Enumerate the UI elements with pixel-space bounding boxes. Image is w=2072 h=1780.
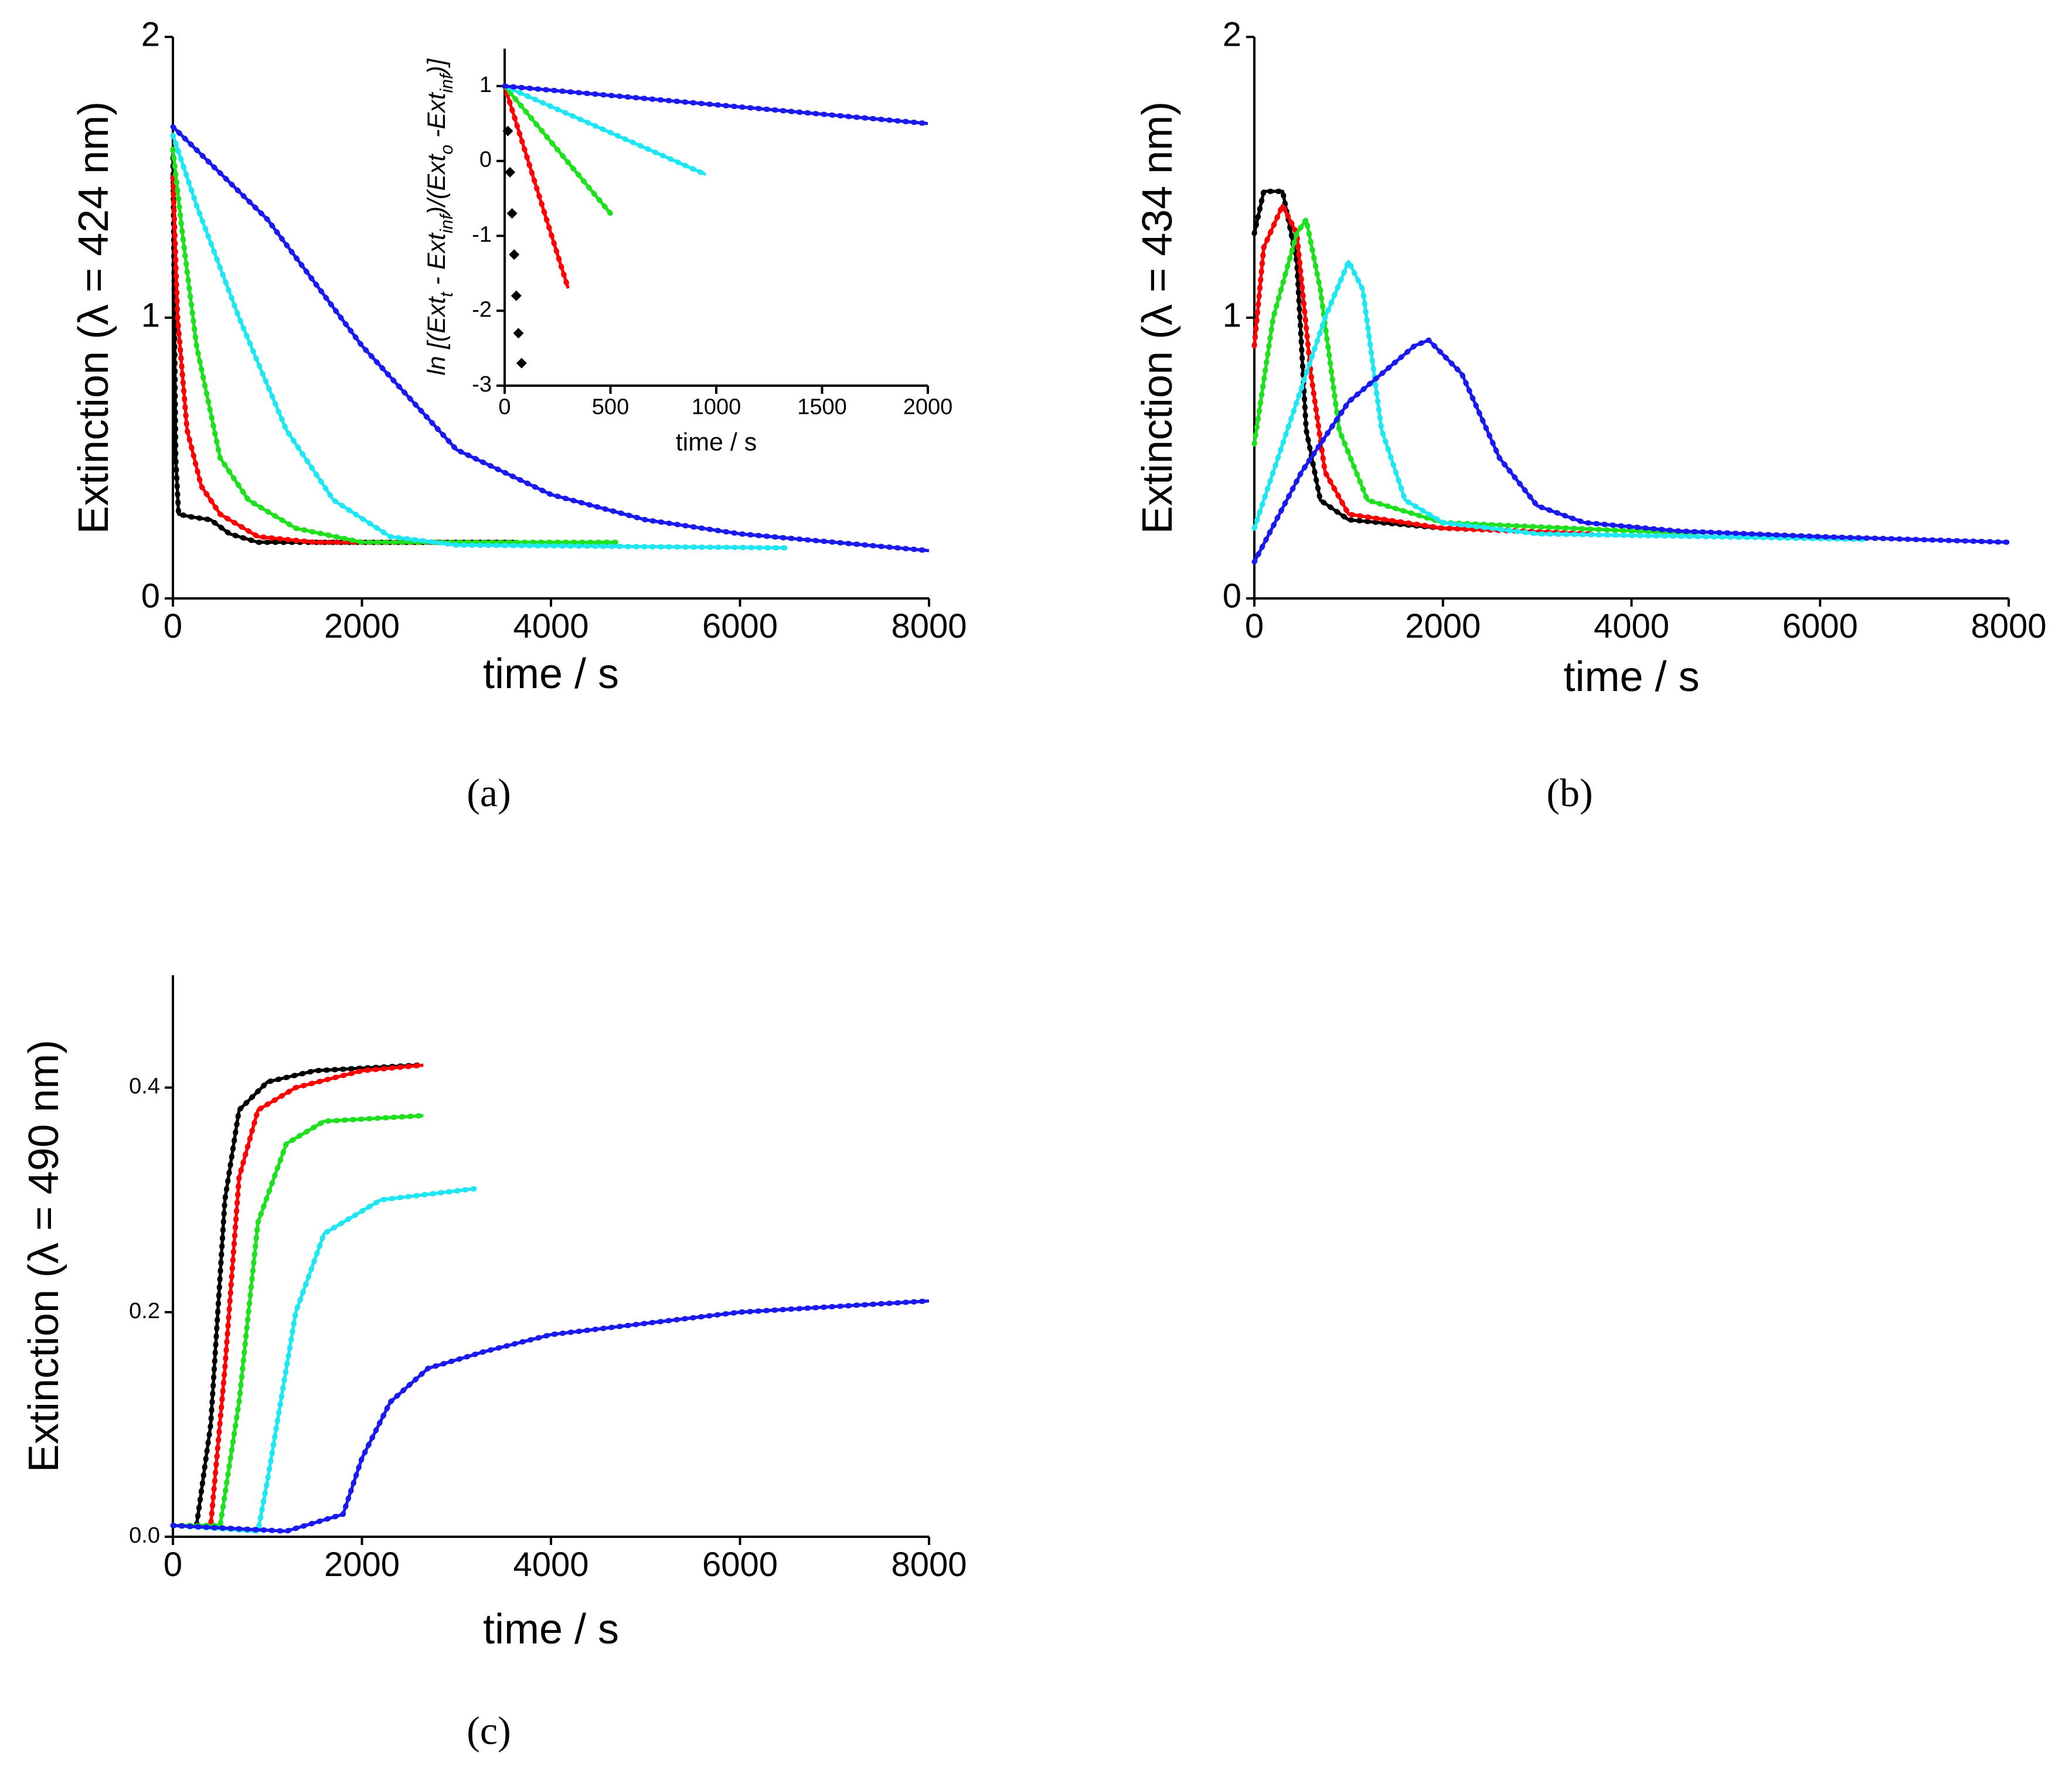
y-tick-label: 0.0 <box>129 1523 160 1548</box>
data-line <box>170 147 516 545</box>
y-tick-label: 1 <box>1223 296 1241 334</box>
y-tick-label: -1 <box>472 222 492 247</box>
data-point <box>516 358 527 369</box>
x-tick-label: 6000 <box>702 1546 778 1584</box>
y-axis-label-part: inf <box>437 73 457 93</box>
data-point <box>502 125 513 137</box>
x-tick-label: 4000 <box>513 607 588 645</box>
data-line-core <box>503 86 570 289</box>
data-line-core <box>1253 338 2009 563</box>
data-line-core <box>503 84 707 176</box>
y-tick-label: 0.4 <box>129 1074 160 1099</box>
y-tick-label: 1 <box>141 296 160 334</box>
y-tick-label: 2 <box>141 15 160 53</box>
data-point <box>513 328 524 339</box>
data-line-core <box>1253 203 1594 536</box>
y-tick-label: 1 <box>479 73 492 97</box>
y-axis-label: Extinction (λ = 424 nm) <box>70 101 117 534</box>
y-axis-label-part: )] <box>423 58 451 77</box>
x-tick-label: 2000 <box>903 395 953 420</box>
data-point <box>511 290 522 301</box>
data-line-core <box>172 125 930 553</box>
x-tick-label: 8000 <box>1971 607 2046 645</box>
data-line-core <box>172 1299 930 1533</box>
data-line-core <box>173 1063 424 1527</box>
data-line-core <box>504 84 928 125</box>
data-line <box>170 132 790 551</box>
y-axis-label-part: ln [(Ext <box>423 296 451 376</box>
y-axis-label-part: t <box>437 291 457 297</box>
x-tick-label: 0 <box>164 607 182 645</box>
y-tick-label: -2 <box>472 297 492 322</box>
y-axis-label-part: o <box>437 145 457 155</box>
data-line <box>1251 258 1870 542</box>
data-point <box>505 166 516 178</box>
y-tick-label: 0.2 <box>129 1299 160 1323</box>
data-line-core <box>1253 189 1594 536</box>
data-line <box>170 175 516 545</box>
x-axis-label: time / s <box>483 1606 619 1653</box>
y-axis-label: Extinction (λ = 434 nm) <box>1134 101 1181 534</box>
y-tick-label: -3 <box>472 372 492 397</box>
x-tick-label: 2000 <box>324 1546 400 1584</box>
y-axis-label-part: )/(Ext <box>423 154 451 218</box>
data-line-core <box>173 1063 419 1527</box>
x-tick-label: 1000 <box>692 395 741 420</box>
data-line-core <box>1253 260 1867 542</box>
data-line <box>170 1113 426 1529</box>
y-tick-label: 2 <box>1223 15 1241 53</box>
panel-label: (a) <box>467 771 511 815</box>
x-axis-label: time / s <box>1563 654 1699 700</box>
x-tick-label: 2000 <box>1405 607 1481 645</box>
data-line-core <box>1253 217 1698 536</box>
data-line-core <box>173 1114 424 1527</box>
panel-label: (b) <box>1546 771 1593 815</box>
x-axis-label: time / s <box>483 651 619 697</box>
data-line-core <box>171 134 788 550</box>
y-tick-label: 0 <box>479 148 492 172</box>
x-tick-label: 8000 <box>891 1546 967 1584</box>
panel-label: (c) <box>467 1708 511 1753</box>
data-line <box>1251 188 1597 537</box>
x-tick-label: 4000 <box>513 1546 588 1584</box>
data-line-core <box>171 149 617 544</box>
y-axis-label-part: - Ext <box>423 232 451 292</box>
data-point <box>509 249 520 260</box>
y-tick-label: 0 <box>141 577 160 615</box>
x-tick-label: 1500 <box>797 395 847 420</box>
data-point <box>506 208 518 219</box>
x-tick-label: 6000 <box>702 607 778 645</box>
y-axis-label-part: -Ext <box>423 91 451 144</box>
x-tick-label: 4000 <box>1594 607 1669 645</box>
data-line-core <box>171 149 513 544</box>
data-line <box>170 147 620 545</box>
y-axis-label: ln [(Extt - Extinf)/(Exto -Extinf)] <box>423 58 457 375</box>
x-tick-label: 2000 <box>324 607 400 645</box>
y-axis-label: Extinction (λ = 490 nm) <box>21 1040 67 1472</box>
data-line <box>1251 216 1700 537</box>
data-line-core <box>171 177 513 544</box>
y-tick-label: 0 <box>1223 577 1241 615</box>
x-tick-label: 0 <box>164 1546 182 1584</box>
x-tick-label: 0 <box>1245 607 1264 645</box>
x-tick-label: 8000 <box>891 607 967 645</box>
data-line <box>170 124 932 554</box>
x-tick-label: 6000 <box>1782 607 1858 645</box>
x-tick-label: 0 <box>498 395 511 420</box>
data-line <box>170 1186 478 1534</box>
data-line <box>170 1062 421 1529</box>
data-line-core <box>503 85 612 215</box>
y-axis-label-part: inf <box>437 213 457 233</box>
x-tick-label: 500 <box>592 395 629 420</box>
x-axis-label: time / s <box>676 428 757 456</box>
